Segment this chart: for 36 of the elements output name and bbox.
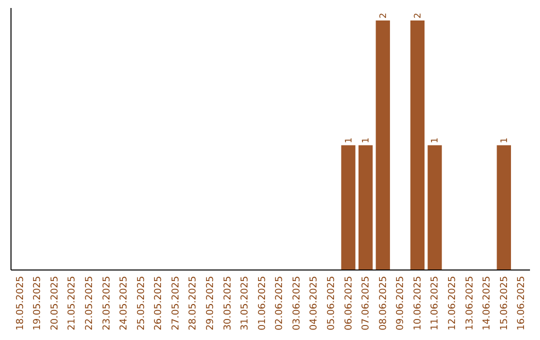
- x-tick-label: 18.05.2025: [14, 276, 26, 330]
- x-tick-label: 05.06.2025: [326, 276, 338, 330]
- x-tick-label: 14.06.2025: [482, 276, 493, 330]
- data-label: 1: [500, 138, 510, 144]
- x-tick-label: 29.05.2025: [204, 276, 216, 330]
- x-tick-label: 06.06.2025: [343, 276, 354, 330]
- x-tick-label: 11.06.2025: [430, 276, 441, 330]
- x-tick-label: 07.06.2025: [360, 276, 372, 330]
- x-tick-label: 02.06.2025: [274, 276, 286, 330]
- data-label: 2: [413, 12, 424, 18]
- x-tick-label: 26.05.2025: [153, 276, 164, 330]
- x-tick-label: 27.05.2025: [170, 276, 182, 330]
- x-tick-label: 15.06.2025: [498, 276, 510, 330]
- x-tick-label: 23.05.2025: [101, 276, 112, 330]
- data-label: 1: [430, 138, 441, 144]
- x-tick-label: 20.05.2025: [49, 276, 60, 330]
- data-label: 1: [362, 138, 372, 144]
- x-tick-label: 09.06.2025: [395, 276, 406, 330]
- x-tick-label: 22.05.2025: [84, 276, 95, 330]
- x-tick-label: 25.05.2025: [136, 276, 147, 330]
- x-tick-label: 19.05.2025: [32, 276, 44, 330]
- x-tick-label: 13.06.2025: [464, 276, 476, 330]
- x-tick-label: 04.06.2025: [308, 276, 320, 330]
- x-tick-label: 01.06.2025: [256, 276, 268, 330]
- x-tick-label: 24.05.2025: [118, 276, 130, 330]
- x-tick-label: 28.05.2025: [188, 276, 199, 330]
- x-tick-label: 10.06.2025: [412, 276, 424, 330]
- x-tick-label: 30.05.2025: [222, 276, 234, 330]
- x-tick-label: 16.06.2025: [516, 276, 528, 330]
- data-label: 2: [378, 12, 389, 18]
- x-tick-label: 03.06.2025: [291, 276, 302, 330]
- x-tick-label: 31.05.2025: [240, 276, 251, 330]
- data-label: 1: [344, 138, 354, 144]
- x-tick-label: 08.06.2025: [378, 276, 389, 330]
- x-tick-label: 12.06.2025: [447, 276, 458, 330]
- x-tick-label: 21.05.2025: [66, 276, 78, 330]
